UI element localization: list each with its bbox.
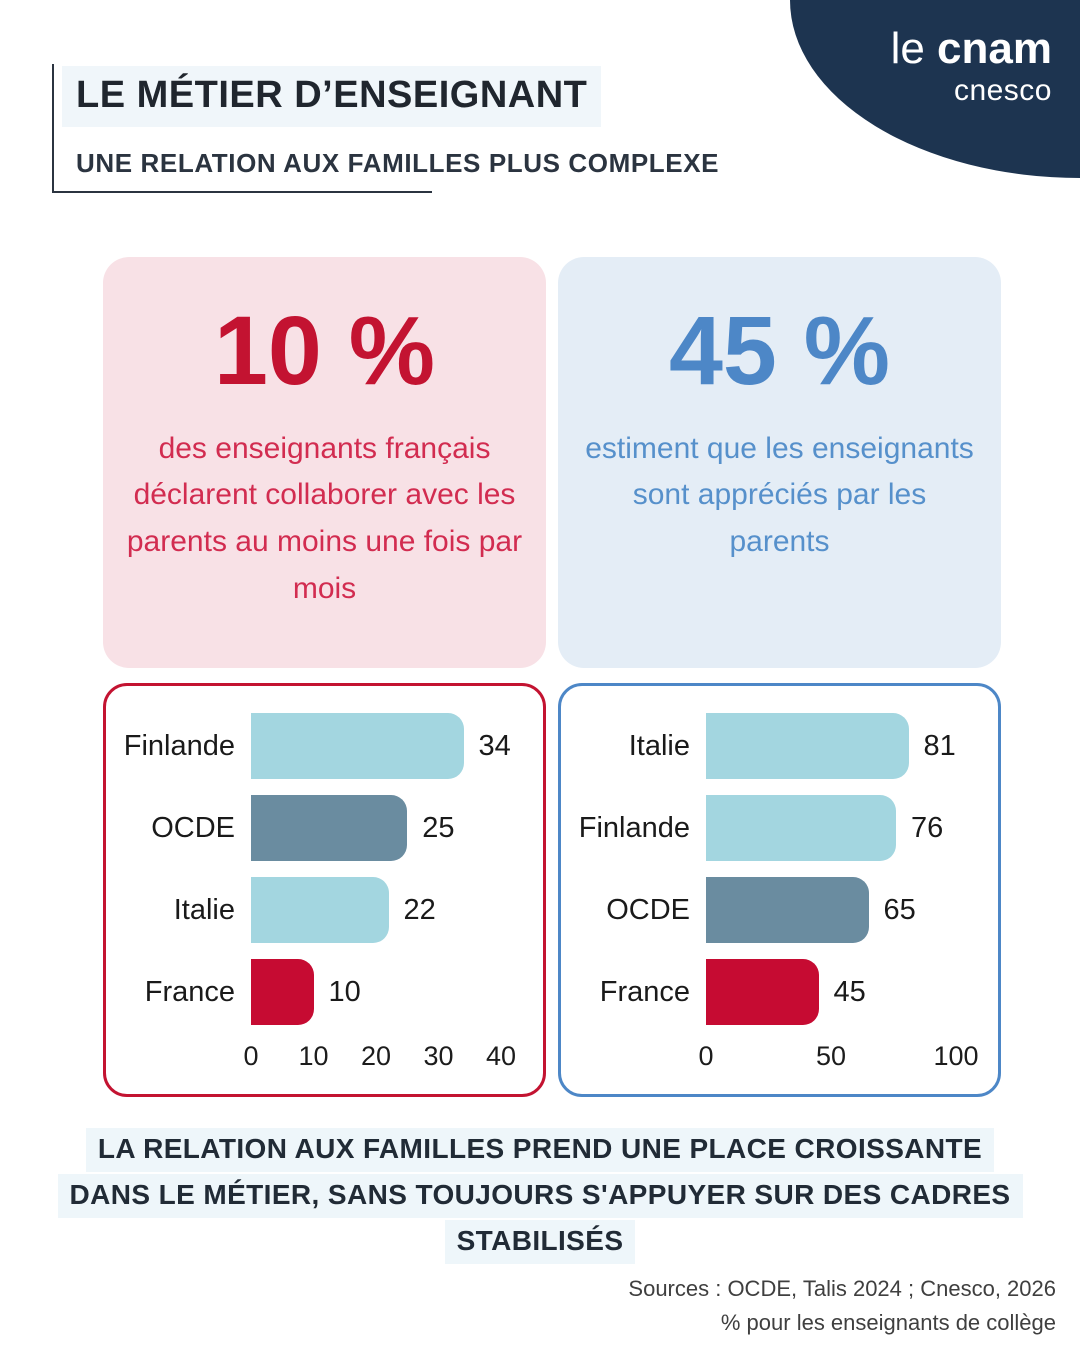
- chart-category-label: Finlande: [123, 729, 235, 762]
- chart-row: Italie 81: [561, 713, 998, 779]
- chart-row: Finlande 76: [561, 795, 998, 861]
- page-title: LE MÉTIER D’ENSEIGNANT: [62, 66, 602, 127]
- chart-bar: [706, 877, 869, 943]
- headline-line: LA RELATION AUX FAMILLES PREND UNE PLACE…: [0, 1128, 1080, 1172]
- logo-cnesco: cnesco: [953, 74, 1052, 108]
- stat-value-blue: 45 %: [668, 296, 891, 405]
- chart-value-label: 10: [328, 975, 361, 1008]
- sources-note: % pour les enseignants de collège: [720, 1310, 1056, 1336]
- chart-rows: Finlande 34 OCDE 25 Italie 22 France 10: [106, 713, 543, 1025]
- x-axis-tick: 20: [360, 1041, 392, 1071]
- sources-block: Sources : OCDE, Talis 2024 ; Cnesco, 202…: [628, 1272, 1056, 1340]
- chart-row: Finlande 34: [106, 713, 543, 779]
- headline-line: STABILISÉS: [0, 1220, 1080, 1264]
- headline-line-text: LA RELATION AUX FAMILLES PREND UNE PLACE…: [85, 1128, 995, 1172]
- stat-description-red: des enseignants français déclarent colla…: [126, 431, 523, 606]
- chart-category-label: Finlande: [578, 811, 690, 844]
- x-axis-tick: 0: [243, 1041, 259, 1071]
- chart-bar: [251, 713, 464, 779]
- chart-value-label: 25: [422, 811, 455, 844]
- chart-bar: [706, 795, 896, 861]
- chart-card-blue: Italie 81 Finlande 76 OCDE 65 France 45 0 50 100: [558, 683, 1001, 1097]
- chart-category-label: France: [144, 975, 235, 1008]
- logo-cnam-cnam: cnam: [937, 24, 1052, 73]
- headline-line-text: STABILISÉS: [444, 1220, 636, 1264]
- sources-line: Sources : OCDE, Talis 2024 ; Cnesco, 202…: [628, 1276, 1056, 1301]
- brand-logo: le cnam cnesco: [890, 24, 1052, 108]
- chart-category-label: Italie: [628, 729, 690, 762]
- chart-bar: [706, 959, 819, 1025]
- chart-category-label: OCDE: [606, 893, 690, 926]
- x-axis-tick: 0: [698, 1041, 714, 1071]
- chart-row: France 10: [106, 959, 543, 1025]
- chart-bar: [706, 713, 909, 779]
- title-rule-horizontal: [52, 191, 432, 193]
- chart-value-label: 22: [403, 893, 436, 926]
- headline-line: DANS LE MÉTIER, SANS TOUJOURS S'APPUYER …: [0, 1174, 1080, 1218]
- chart-value-label: 34: [478, 729, 511, 762]
- chart-category-label: Italie: [173, 893, 235, 926]
- chart-x-axis: 0 50 100: [698, 1041, 978, 1081]
- stat-description-blue: estiment que les enseignants sont appréc…: [585, 431, 974, 559]
- bottom-headline: LA RELATION AUX FAMILLES PREND UNE PLACE…: [0, 1128, 1080, 1266]
- chart-row: OCDE 25: [106, 795, 543, 861]
- chart-card-red: Finlande 34 OCDE 25 Italie 22 France 10 0 10 20 30…: [103, 683, 546, 1097]
- x-axis-tick: 10: [298, 1041, 329, 1071]
- chart-x-axis: 0 10 20 30 40: [243, 1041, 516, 1081]
- title-rule-vertical: [52, 64, 54, 193]
- chart-value-label: 76: [911, 811, 944, 844]
- chart-category-label: OCDE: [151, 811, 235, 844]
- logo-cnam-le: le: [890, 24, 938, 73]
- stat-card-red: 10 % des enseignants français déclarent …: [103, 257, 546, 668]
- chart-bar: [251, 877, 389, 943]
- chart-row: Italie 22: [106, 877, 543, 943]
- x-axis-tick: 100: [933, 1041, 979, 1071]
- logo-cnam: le cnam: [890, 24, 1052, 73]
- chart-bar: [251, 959, 314, 1025]
- stat-card-blue: 45 % estiment que les enseignants sont a…: [558, 257, 1001, 668]
- chart-rows: Italie 81 Finlande 76 OCDE 65 France 45: [561, 713, 998, 1025]
- chart-value-label: 45: [833, 975, 866, 1008]
- chart-value-label: 81: [923, 729, 956, 762]
- page-subtitle: UNE RELATION AUX FAMILLES PLUS COMPLEXE: [76, 148, 720, 178]
- chart-row: France 45: [561, 959, 998, 1025]
- x-axis-tick: 40: [485, 1041, 517, 1071]
- chart-value-label: 65: [883, 893, 916, 926]
- chart-row: OCDE 65: [561, 877, 998, 943]
- chart-bar: [251, 795, 408, 861]
- x-axis-tick: 30: [423, 1041, 454, 1071]
- stat-value-red: 10 %: [213, 296, 436, 405]
- x-axis-tick: 50: [815, 1041, 847, 1071]
- headline-line-text: DANS LE MÉTIER, SANS TOUJOURS S'APPUYER …: [57, 1174, 1023, 1218]
- chart-category-label: France: [599, 975, 690, 1008]
